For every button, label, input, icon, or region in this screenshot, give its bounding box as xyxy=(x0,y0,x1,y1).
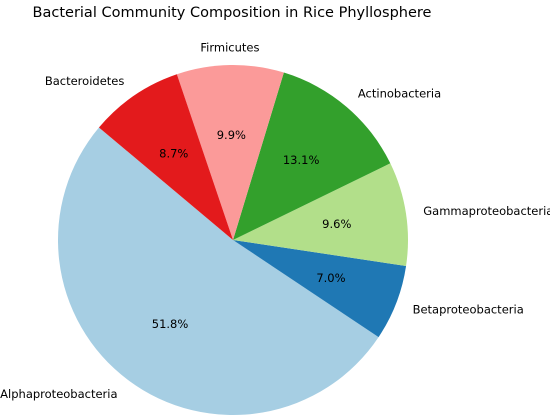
slice-label-actinobacteria: Actinobacteria xyxy=(358,87,441,101)
pct-label-gammaproteobacteria: 9.6% xyxy=(322,217,351,231)
slice-label-betaproteobacteria: Betaproteobacteria xyxy=(413,302,524,316)
slice-label-gammaproteobacteria: Gammaproteobacteria xyxy=(423,204,550,218)
pie-slice-gammaproteobacteria xyxy=(233,163,408,266)
slice-label-bacteroidetes: Bacteroidetes xyxy=(45,74,125,88)
pct-label-betaproteobacteria: 7.0% xyxy=(316,271,345,285)
pie-slice-actinobacteria xyxy=(233,72,391,240)
chart-title: Bacterial Community Composition in Rice … xyxy=(33,5,432,21)
pie-slices xyxy=(58,64,408,415)
pct-label-alphaproteobacteria: 51.8% xyxy=(152,317,189,331)
pie-slice-alphaproteobacteria xyxy=(58,127,379,415)
percentage-labels: 51.8% 7.0% 9.6% 13.1% 9.9% 8.7% xyxy=(152,128,352,331)
pie-slice-betaproteobacteria xyxy=(233,240,407,338)
pie-slice-firmicutes xyxy=(176,64,284,240)
slice-label-firmicutes: Firmicutes xyxy=(200,41,259,55)
pie-slice-bacteroidetes xyxy=(98,74,233,240)
pct-label-bacteroidetes: 8.7% xyxy=(159,146,188,160)
slice-label-alphaproteobacteria: Alphaproteobacteria xyxy=(0,387,117,401)
pct-label-actinobacteria: 13.1% xyxy=(283,153,320,167)
pct-label-firmicutes: 9.9% xyxy=(217,128,246,142)
slice-labels: Alphaproteobacteria Betaproteobacteria Gam… xyxy=(0,41,550,402)
